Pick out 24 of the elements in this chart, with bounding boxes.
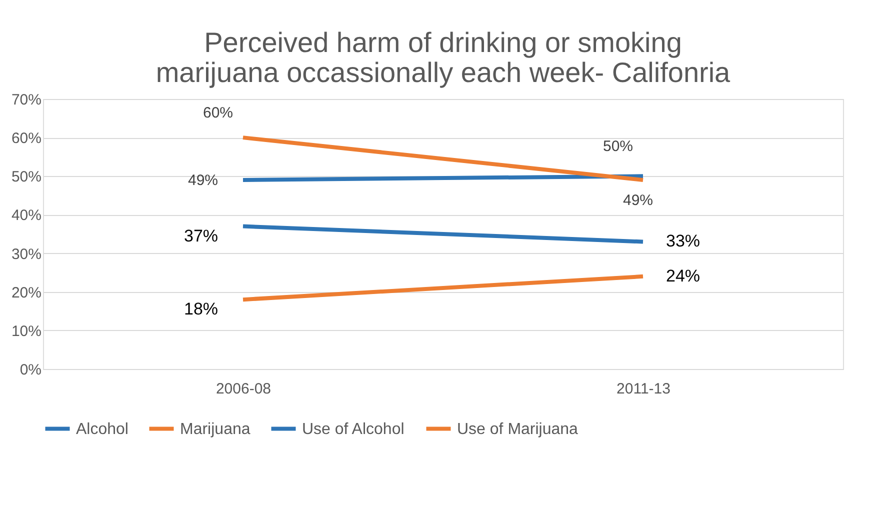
data-label: 37% xyxy=(184,226,218,246)
y-tick-label: 40% xyxy=(11,207,42,224)
data-label: 33% xyxy=(666,232,700,251)
y-tick-label: 10% xyxy=(11,322,42,340)
y-tick-label: 60% xyxy=(11,130,42,148)
y-tick-label: 20% xyxy=(11,284,42,302)
text: marijuana occassionally each week- Califonria xyxy=(156,57,730,88)
data-label: 49% xyxy=(188,172,218,189)
legend-label: Use of Marijuana xyxy=(457,420,578,438)
legend-label: Alcohol xyxy=(76,420,128,438)
data-label: 18% xyxy=(184,300,218,319)
legend-label: Use of Alcohol xyxy=(302,420,404,438)
y-tick-label: 0% xyxy=(20,362,42,378)
data-label: 50% xyxy=(602,138,634,156)
text: Perceived harm of drinking or smoking xyxy=(204,27,682,58)
y-tick-label: 50% xyxy=(11,168,42,186)
data-label: 60% xyxy=(202,104,234,122)
y-tick-label: 30% xyxy=(11,246,42,263)
data-label: 24% xyxy=(666,266,700,286)
y-tick-label: 70% xyxy=(11,92,42,108)
x-tick-label: 2006-08 xyxy=(216,380,272,398)
legend-label: Marijuana xyxy=(180,420,250,438)
x-tick-label: 2011-13 xyxy=(616,380,670,398)
data-label: 49% xyxy=(622,192,654,209)
